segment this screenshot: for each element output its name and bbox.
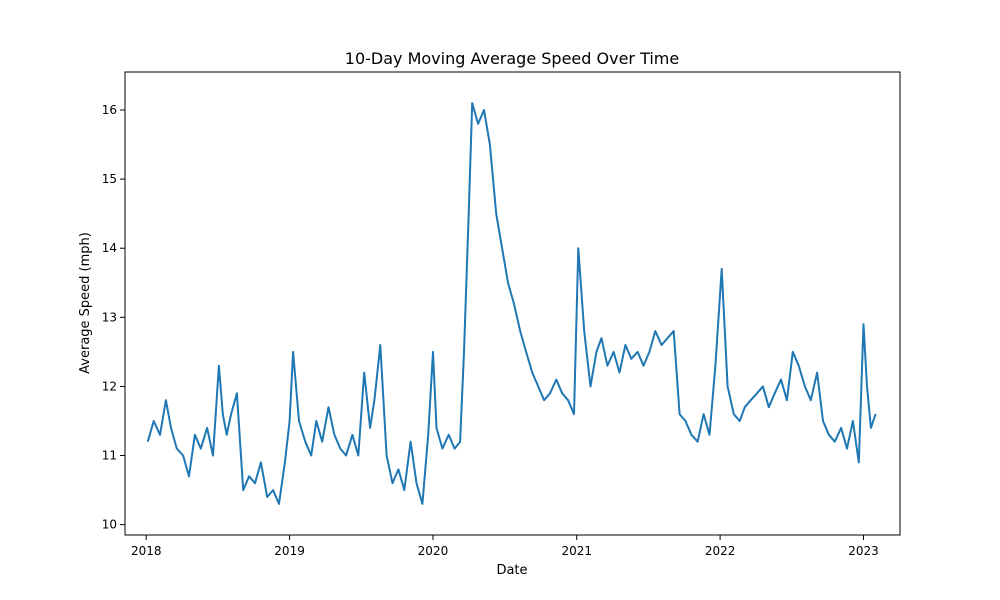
plot-area [124, 71, 901, 536]
y-axis-ticks: 10 11 12 13 14 15 16 [102, 103, 125, 532]
y-tick-label: 15 [102, 172, 117, 186]
x-tick-label: 2019 [274, 544, 305, 558]
y-tick-label: 14 [102, 241, 117, 255]
x-tick-label: 2018 [131, 544, 162, 558]
x-tick-label: 2022 [705, 544, 736, 558]
y-tick-label: 11 [102, 449, 117, 463]
y-axis-label: Average Speed (mph) [78, 232, 93, 374]
chart-title: 10-Day Moving Average Speed Over Time [345, 49, 679, 68]
series-line [146, 102, 877, 505]
x-tick-label: 2021 [561, 544, 592, 558]
x-axis-label: Date [496, 563, 527, 578]
y-tick-label: 13 [102, 310, 117, 324]
y-tick-label: 12 [102, 379, 117, 393]
x-tick-label: 2023 [848, 544, 879, 558]
y-tick-label: 10 [102, 518, 117, 532]
x-tick-label: 2020 [418, 544, 449, 558]
y-tick-label: 16 [102, 103, 117, 117]
x-axis-ticks: 2018 2019 2020 2021 2022 2023 [131, 535, 879, 558]
plot-frame [124, 71, 901, 536]
